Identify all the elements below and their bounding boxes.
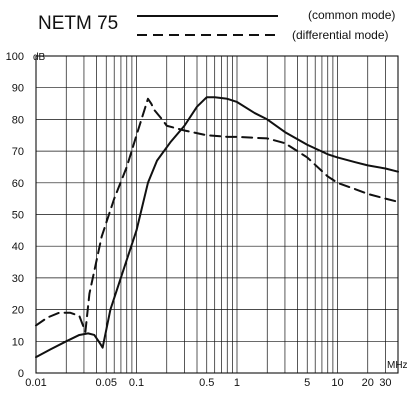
y-tick-label: 60	[12, 178, 24, 190]
grid	[35, 55, 399, 374]
y-tick-label: 90	[12, 83, 24, 95]
y-axis-unit: dB	[33, 52, 46, 63]
x-axis-unit: MHz	[387, 360, 408, 371]
y-tick-label: 10	[12, 336, 24, 348]
x-tick-label: 0.5	[199, 377, 214, 389]
x-tick-label: 20	[362, 377, 374, 389]
x-tick-label: 0.01	[25, 377, 46, 389]
chart-title: NETM 75	[38, 13, 118, 34]
x-tick-label: 10	[331, 377, 343, 389]
x-axis-ticks: 0.01 0.05 0.1 0.5 1 5 10 20 30	[25, 377, 391, 389]
series-line-common-mode	[35, 96, 399, 359]
series-line-differential-mode	[35, 97, 399, 333]
y-tick-label: 80	[12, 114, 24, 126]
y-tick-label: 70	[12, 146, 24, 158]
x-tick-label: 30	[379, 377, 391, 389]
y-tick-label: 30	[12, 273, 24, 285]
x-tick-label: 5	[304, 377, 310, 389]
legend-label-differential-mode: (differential mode)	[292, 28, 389, 42]
y-tick-label: 20	[12, 305, 24, 317]
y-tick-label: 50	[12, 210, 24, 222]
y-axis-ticks: 0 10 20 30 40 50 60 70 80 90 100	[6, 51, 24, 380]
y-tick-label: 0	[18, 368, 24, 380]
y-tick-label: 100	[6, 51, 24, 63]
y-tick-label: 40	[12, 241, 24, 253]
legend-label-common-mode: (common mode)	[308, 8, 395, 22]
x-tick-label: 0.05	[96, 377, 117, 389]
x-tick-label: 1	[234, 377, 240, 389]
x-tick-label: 0.1	[129, 377, 144, 389]
plot-frame	[35, 55, 399, 374]
series-group	[35, 96, 399, 359]
